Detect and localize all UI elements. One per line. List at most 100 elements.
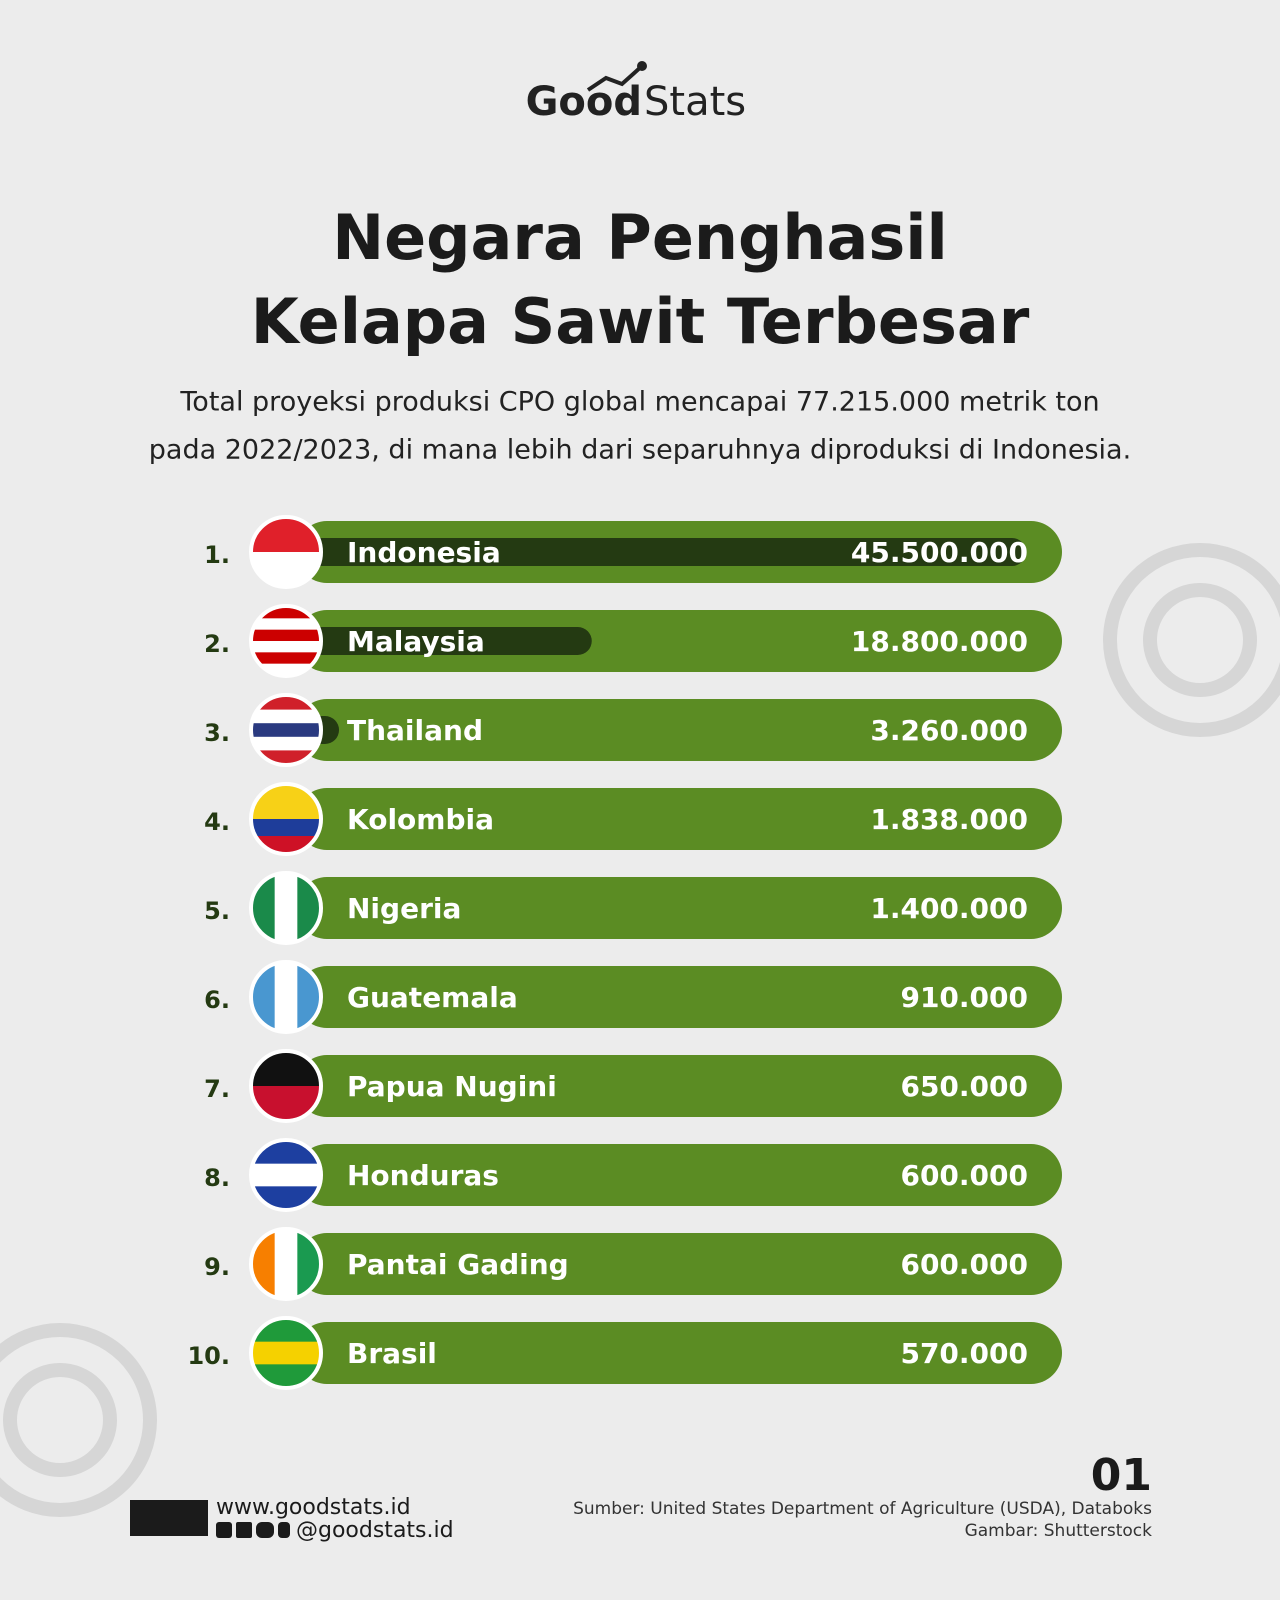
logo-icon xyxy=(637,61,647,71)
rank: 6. xyxy=(204,986,230,1014)
flag xyxy=(252,1230,320,1298)
flag-stripe xyxy=(252,802,320,820)
handle: @goodstats.id xyxy=(296,1518,454,1543)
flag-ring xyxy=(249,1316,323,1390)
rank: 3. xyxy=(204,719,230,747)
bar-track xyxy=(296,1322,1062,1384)
logo-bold: Good xyxy=(526,79,642,125)
flag-stripe xyxy=(252,1319,320,1343)
flag-stripe xyxy=(297,963,320,1031)
value-label: 1.400.000 xyxy=(870,892,1028,925)
flag-ring xyxy=(249,515,323,589)
rank: 10. xyxy=(187,1342,230,1370)
flag-stripe xyxy=(252,1364,320,1387)
value-label: 570.000 xyxy=(900,1337,1028,1370)
image-credit: Gambar: Shutterstock xyxy=(965,1521,1153,1541)
bar-track xyxy=(296,788,1062,850)
bar-list: 1. Indonesia 45.500.000 2. Malaysia 18.800.00… xyxy=(187,515,1062,1390)
value-label: 600.000 xyxy=(900,1159,1028,1192)
flag xyxy=(252,1141,320,1209)
rank: 1. xyxy=(204,541,230,569)
bar xyxy=(286,627,592,655)
flag-stripe xyxy=(297,1230,320,1298)
flag-stripe xyxy=(252,819,320,837)
rank: 4. xyxy=(204,808,230,836)
flag-ring xyxy=(249,871,323,945)
flag-stripe xyxy=(252,963,276,1031)
flag-stripe xyxy=(252,618,320,631)
social-icons xyxy=(216,1522,290,1538)
flag-stripe xyxy=(252,641,320,653)
bar-track xyxy=(296,699,1062,761)
category-label: Guatemala xyxy=(347,981,518,1014)
value-label: 650.000 xyxy=(900,1070,1028,1103)
category-label: Pantai Gading xyxy=(347,1248,569,1281)
decoration xyxy=(0,543,1280,1517)
bar-track xyxy=(296,966,1062,1028)
flag-stripe xyxy=(252,518,320,553)
flag-stripe xyxy=(274,874,298,942)
flag-stripe xyxy=(252,1141,320,1165)
flag xyxy=(252,963,320,1031)
flag-stripe xyxy=(274,963,298,1031)
category-label: Malaysia xyxy=(347,625,485,658)
title: Kelapa Sawit Terbesar xyxy=(251,285,1030,358)
flag xyxy=(252,1319,320,1387)
bar-track xyxy=(296,1233,1062,1295)
rank: 9. xyxy=(204,1253,230,1281)
flag-ring xyxy=(249,960,323,1034)
bar-track xyxy=(296,610,1062,672)
flag-stripe xyxy=(252,652,320,665)
category-label: Brasil xyxy=(347,1337,437,1370)
rank: 8. xyxy=(204,1164,230,1192)
flag-stripe xyxy=(252,1163,320,1187)
flag-stripe xyxy=(252,552,320,586)
logo-icon xyxy=(586,64,644,92)
title: Negara Penghasil xyxy=(332,201,948,274)
value-label: 3.260.000 xyxy=(870,714,1028,747)
category-label: Nigeria xyxy=(347,892,461,925)
footer-block xyxy=(130,1500,208,1536)
category-label: Honduras xyxy=(347,1159,499,1192)
category-label: Thailand xyxy=(347,714,483,747)
flag-ring xyxy=(249,1138,323,1212)
flag-ring xyxy=(249,604,323,678)
flag-stripe xyxy=(252,607,320,619)
flag-stripe xyxy=(252,736,320,751)
logo-light: Stats xyxy=(644,79,746,125)
flag-ring xyxy=(249,782,323,856)
website: www.goodstats.id xyxy=(216,1495,411,1520)
rank: 7. xyxy=(204,1075,230,1103)
subtitle: pada 2022/2023, di mana lebih dari separ… xyxy=(149,435,1131,466)
flag-stripe xyxy=(252,1341,320,1365)
bar xyxy=(286,538,1026,566)
value-label: 45.500.000 xyxy=(851,536,1028,569)
bar-track xyxy=(296,1055,1062,1117)
flag xyxy=(252,874,320,942)
bar-track xyxy=(296,877,1062,939)
flag-stripe xyxy=(252,723,320,738)
value-label: 910.000 xyxy=(900,981,1028,1014)
source: Sumber: United States Department of Agri… xyxy=(573,1499,1152,1519)
value-label: 1.838.000 xyxy=(870,803,1028,836)
flag-ring xyxy=(249,1227,323,1301)
flag-stripe xyxy=(252,1230,276,1298)
flag-stripe xyxy=(252,1086,320,1120)
page-number: 01 xyxy=(1091,1450,1152,1501)
rank: 5. xyxy=(204,897,230,925)
flag-ring xyxy=(249,1049,323,1123)
category-label: Kolombia xyxy=(347,803,494,836)
flag-stripe xyxy=(252,663,320,675)
rank: 2. xyxy=(204,630,230,658)
flag-stripe xyxy=(252,1186,320,1209)
flag-stripe xyxy=(252,1052,320,1087)
value-label: 18.800.000 xyxy=(851,625,1028,658)
flag-stripe xyxy=(274,1230,298,1298)
subtitle: Total proyeksi produksi CPO global menca… xyxy=(179,387,1099,418)
category-label: Papua Nugini xyxy=(347,1070,557,1103)
flag-stripe xyxy=(252,629,320,642)
logo: Good Stats xyxy=(526,61,746,125)
value-label: 600.000 xyxy=(900,1248,1028,1281)
flag-ring xyxy=(249,693,323,767)
